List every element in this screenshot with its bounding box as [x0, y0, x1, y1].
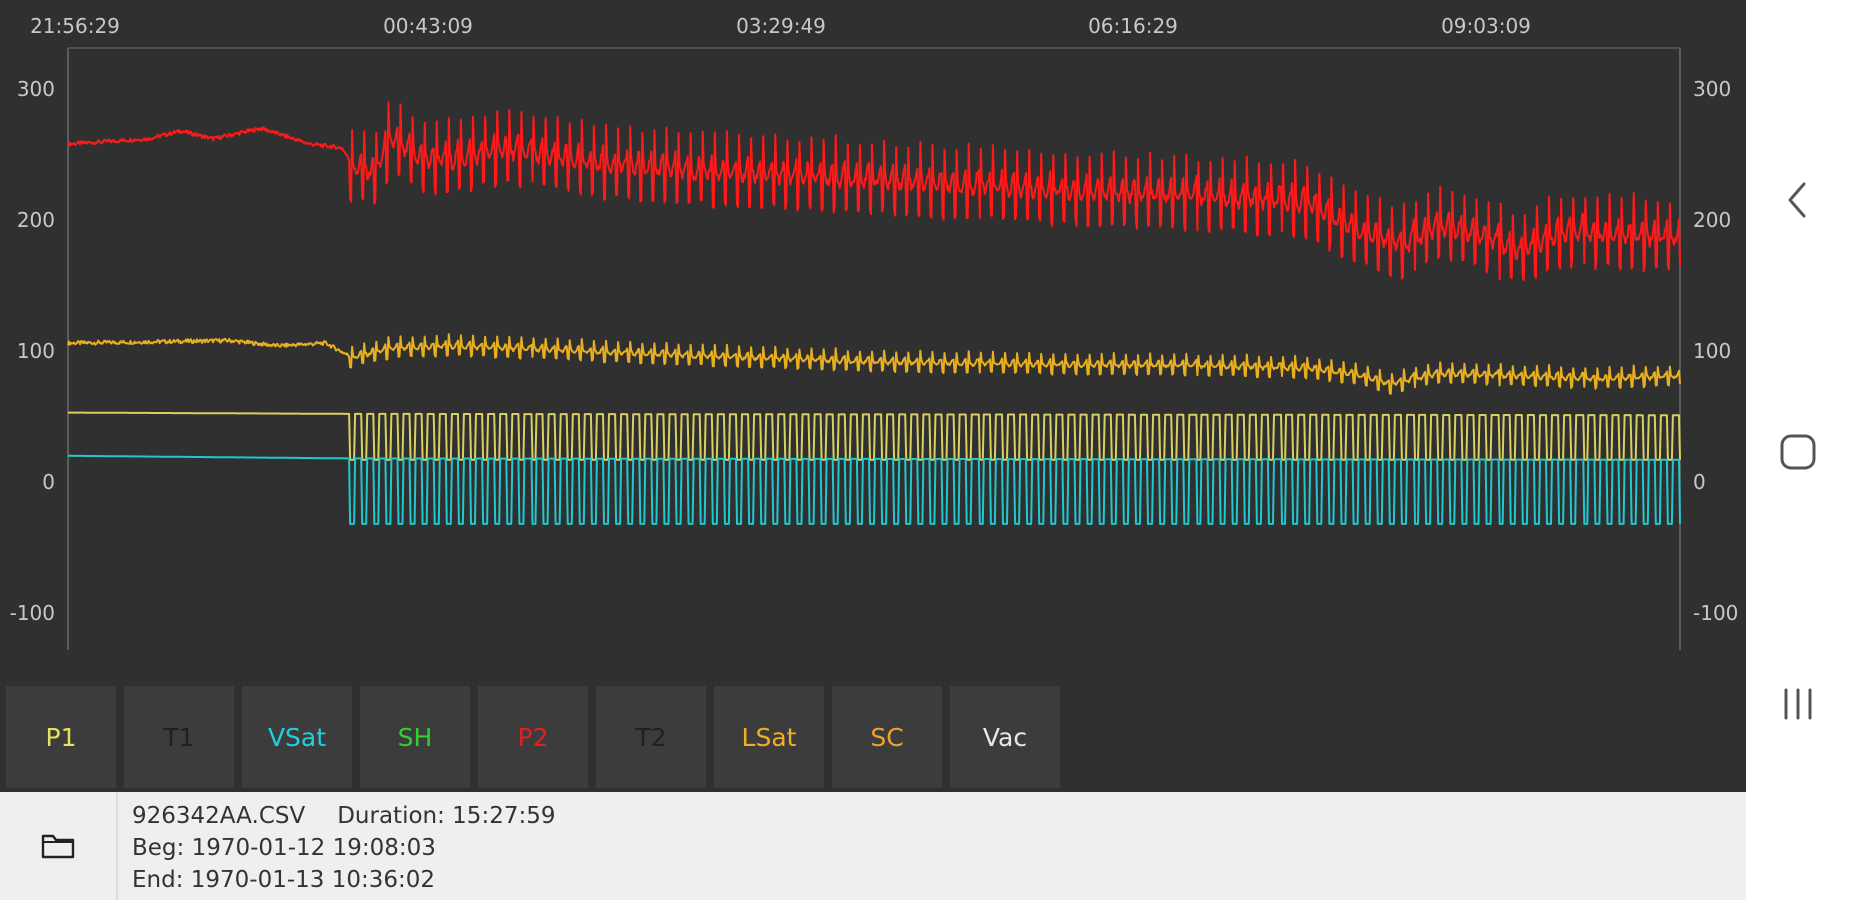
- y-tick-label-left: -100: [10, 601, 55, 625]
- y-tick-labels-left: 300 200 100 0 -100: [10, 77, 55, 625]
- x-tick-label: 00:43:09: [383, 14, 473, 38]
- file-end: End: 1970-01-13 10:36:02: [132, 867, 436, 893]
- x-tick-label: 21:56:29: [30, 14, 120, 38]
- series-line-vsat: [68, 454, 1681, 525]
- y-tick-label-right: 100: [1693, 339, 1731, 363]
- chevron-left-icon: [1788, 182, 1806, 218]
- y-tick-label-left: 200: [17, 208, 55, 232]
- y-tick-label-left: 100: [17, 339, 55, 363]
- home-square-icon: [1780, 434, 1816, 470]
- chart-area[interactable]: 21:56:29 00:43:09 03:29:49 06:16:29 09:03:09…: [0, 0, 1746, 680]
- channel-button-vac[interactable]: Vac: [950, 686, 1060, 788]
- channel-button-p1[interactable]: P1: [6, 686, 116, 788]
- x-tick-label: 09:03:09: [1441, 14, 1531, 38]
- nav-home-button[interactable]: [1766, 420, 1830, 484]
- file-info-text: 926342AA.CSV Duration: 15:27:59 Beg: 1970…: [132, 800, 555, 896]
- app-window: 21:56:29 00:43:09 03:29:49 06:16:29 09:03:09…: [0, 0, 1746, 900]
- channel-button-t1[interactable]: T1: [124, 686, 234, 788]
- channel-button-p2[interactable]: P2: [478, 686, 588, 788]
- x-tick-label: 03:29:49: [736, 14, 826, 38]
- channel-button-vsat[interactable]: VSat: [242, 686, 352, 788]
- y-tick-label-right: -100: [1693, 601, 1738, 625]
- file-info-panel: 926342AA.CSV Duration: 15:27:59 Beg: 1970…: [0, 792, 1746, 900]
- y-tick-label-right: 300: [1693, 77, 1731, 101]
- chart-svg: 21:56:29 00:43:09 03:29:49 06:16:29 09:03:09…: [10, 14, 1738, 650]
- channel-button-sc[interactable]: SC: [832, 686, 942, 788]
- channel-button-sh[interactable]: SH: [360, 686, 470, 788]
- folder-icon: [41, 834, 75, 859]
- y-tick-labels-right: 300 200 100 0 -100: [1693, 77, 1738, 625]
- recents-icon: [1784, 688, 1812, 720]
- x-tick-labels: 21:56:29 00:43:09 03:29:49 06:16:29 09:03:09: [30, 14, 1531, 38]
- series-line-p1: [68, 411, 1681, 461]
- nav-back-button[interactable]: [1766, 168, 1830, 232]
- y-tick-label-left: 0: [42, 470, 55, 494]
- y-tick-label-right: 0: [1693, 470, 1706, 494]
- chart-axes: [67, 47, 1681, 650]
- series-line-p2: [67, 101, 1681, 281]
- channel-button-lsat[interactable]: LSat: [714, 686, 824, 788]
- y-tick-label-left: 300: [17, 77, 55, 101]
- chart-series: [67, 101, 1681, 525]
- y-tick-label-right: 200: [1693, 208, 1731, 232]
- series-line-sc: [67, 333, 1681, 395]
- x-tick-label: 06:16:29: [1088, 14, 1178, 38]
- nav-recents-button[interactable]: [1766, 672, 1830, 736]
- file-duration: Duration: 15:27:59: [337, 803, 556, 829]
- file-name: 926342AA.CSV: [132, 803, 306, 829]
- channel-button-t2[interactable]: T2: [596, 686, 706, 788]
- system-navigation-bar: [1746, 0, 1851, 900]
- open-folder-button[interactable]: [0, 792, 118, 900]
- file-begin: Beg: 1970-01-12 19:08:03: [132, 835, 436, 861]
